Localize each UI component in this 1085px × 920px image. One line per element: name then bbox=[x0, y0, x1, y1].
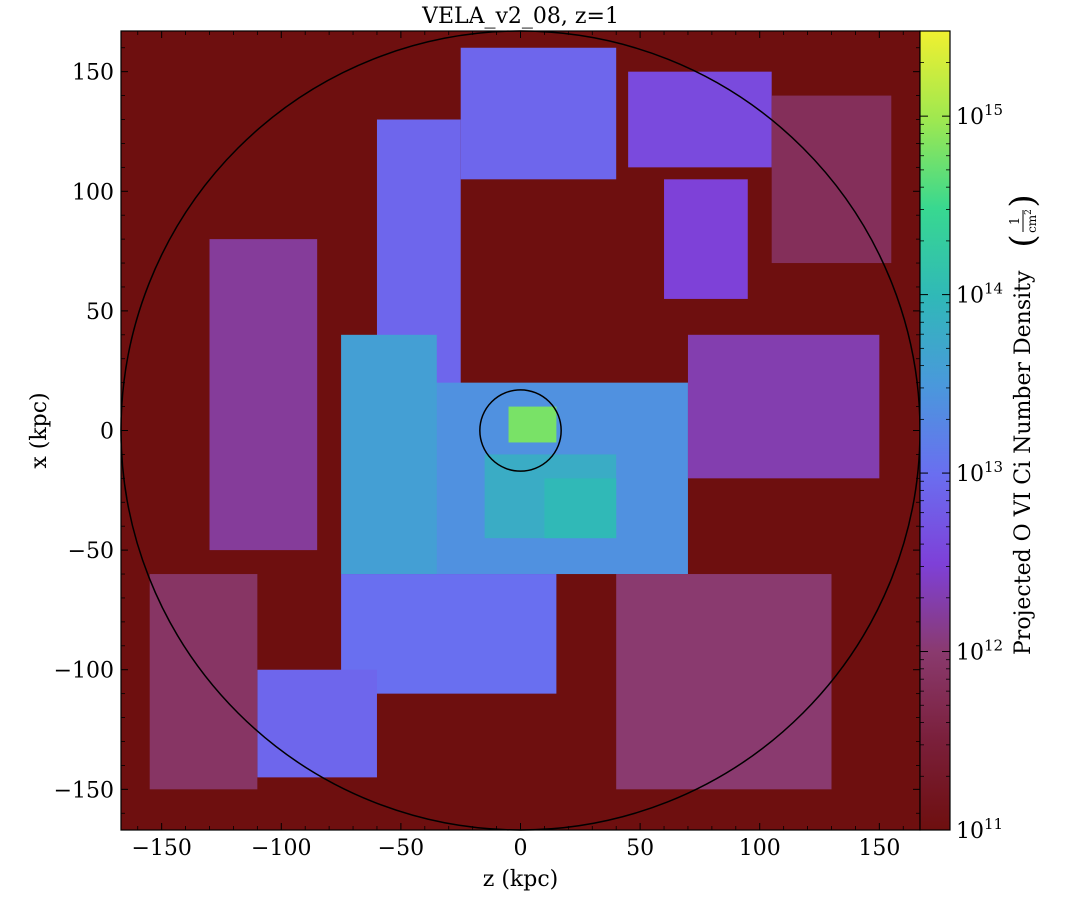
y-tick-label: −50 bbox=[68, 539, 114, 564]
x-tick-label: 100 bbox=[739, 836, 781, 861]
x-tick-label: 50 bbox=[626, 836, 654, 861]
chart-title: VELA_v2_08, z=1 bbox=[421, 4, 619, 29]
heatmap-region bbox=[508, 406, 557, 443]
heatmap-region bbox=[628, 71, 772, 168]
colorbar-unit-right-paren: ) bbox=[1003, 194, 1043, 207]
plot-area bbox=[121, 31, 920, 830]
x-axis: −150 −100 −50 0 50 100 150 bbox=[131, 31, 904, 861]
colorbar-unit: 1 cm2 ( ) bbox=[1003, 194, 1043, 247]
heatmap-region bbox=[149, 574, 258, 790]
colorbar-unit-denominator-exponent: 2 bbox=[1024, 209, 1034, 215]
colorbar-tick-label: 1012 bbox=[956, 637, 1003, 666]
colorbar-unit-left-paren: ( bbox=[1003, 234, 1043, 247]
y-axis-label: x (kpc) bbox=[27, 392, 52, 468]
heatmap-region bbox=[209, 239, 318, 551]
y-tick-label: −150 bbox=[54, 778, 114, 803]
heatmap-region bbox=[257, 669, 377, 778]
x-tick-label: −50 bbox=[378, 836, 424, 861]
colorbar-label-text: Projected O VI Ci Number Density bbox=[1011, 270, 1036, 655]
colorbar-unit-denominator: cm2 bbox=[1024, 209, 1039, 233]
colorbar-tick-label: 1013 bbox=[956, 458, 1003, 487]
colorbar-tick-label: 1015 bbox=[956, 101, 1003, 130]
colorbar-unit-denominator-base: cm bbox=[1025, 214, 1039, 233]
x-tick-label: −100 bbox=[251, 836, 311, 861]
y-tick-label: 150 bbox=[72, 61, 114, 86]
heatmap-region bbox=[544, 478, 617, 539]
x-tick-label: 150 bbox=[858, 836, 900, 861]
heatmap-region bbox=[687, 334, 880, 479]
heatmap-region bbox=[460, 47, 617, 180]
colorbar-tick-label: 1011 bbox=[956, 815, 1003, 844]
colorbar-unit-numerator: 1 bbox=[1008, 217, 1023, 225]
colorbar bbox=[919, 30, 951, 831]
y-tick-label: −100 bbox=[54, 659, 114, 684]
heatmap-region bbox=[341, 334, 437, 575]
colorbar-ticks: 1011 1012 1013 1014 1015 bbox=[920, 30, 1003, 844]
x-axis-label: z (kpc) bbox=[483, 867, 559, 892]
colorbar-tick-label: 1014 bbox=[956, 280, 1003, 309]
y-tick-label: 0 bbox=[100, 420, 114, 445]
x-tick-label: −150 bbox=[131, 836, 191, 861]
heatmap-region bbox=[664, 179, 748, 299]
y-axis: −150 −100 −50 0 50 100 150 bbox=[54, 47, 920, 814]
colorbar-label: Projected O VI Ci Number Density 1 cm2 (… bbox=[1003, 194, 1043, 655]
y-tick-label: 50 bbox=[86, 300, 114, 325]
y-tick-label: 100 bbox=[72, 180, 114, 205]
heatmap-region bbox=[616, 574, 832, 790]
x-tick-label: 0 bbox=[514, 836, 528, 861]
inner-radius-circle bbox=[479, 389, 562, 472]
